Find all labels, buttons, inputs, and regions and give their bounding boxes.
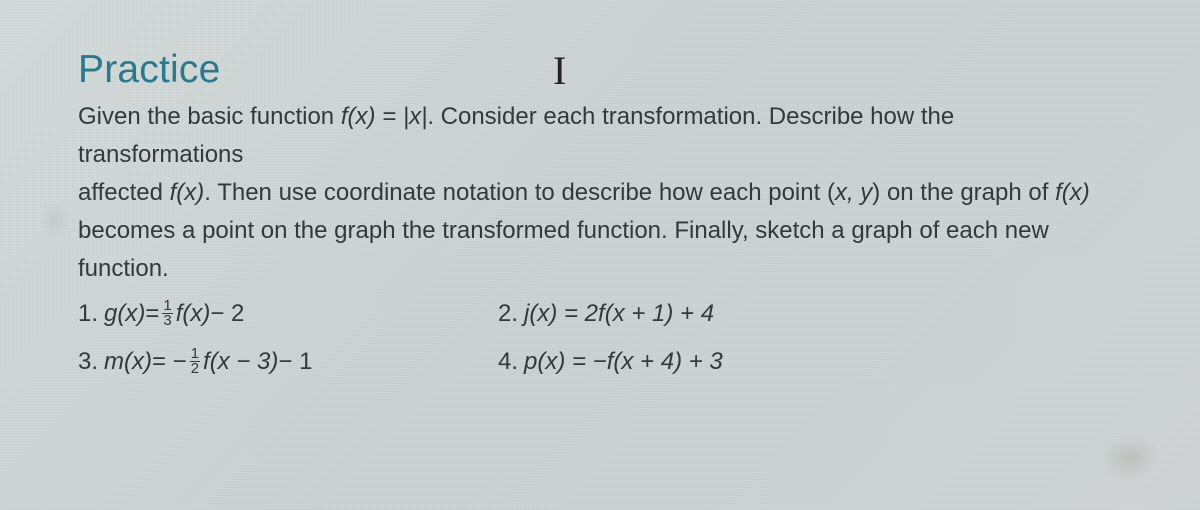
intro-fx2: f(x) [170, 179, 205, 206]
fraction: 1 2 [190, 347, 200, 376]
problem-number: 2. [498, 300, 518, 328]
intro-text: affected [78, 179, 170, 206]
intro-xy: x, y [835, 179, 872, 206]
page-content: Practice I Given the basic function f(x)… [0, 0, 1200, 384]
problem-fx: f(x) [176, 300, 211, 328]
intro-fx1: f(x) = |x| [341, 103, 427, 130]
intro-fx3: f(x) [1055, 179, 1090, 206]
problem-number: 1. [78, 300, 98, 328]
problem-1: 1. g(x) = 1 3 f(x) − 2 [78, 292, 498, 336]
problem-fx: f(x − 3) [203, 348, 278, 376]
intro-text: becomes a point on the graph the transfo… [78, 217, 1049, 282]
problem-eq: = − [152, 348, 187, 376]
problem-expr: p(x) = −f(x + 4) + 3 [524, 348, 723, 376]
problem-eq: = [145, 300, 159, 328]
page-smudge-corner [1096, 429, 1163, 487]
problem-lhs: m(x) [104, 348, 152, 376]
fraction-denominator: 3 [162, 314, 172, 328]
problem-row: 1. g(x) = 1 3 f(x) − 2 2. j(x) = 2f(x + … [78, 292, 1122, 336]
problem-row: 3. m(x) = − 1 2 f(x − 3) − 1 4. p(x) = −… [78, 340, 1122, 384]
problem-lhs: g(x) [104, 300, 145, 328]
problem-list: 1. g(x) = 1 3 f(x) − 2 2. j(x) = 2f(x + … [78, 292, 1122, 384]
problem-number: 4. [498, 348, 518, 376]
problem-tail: − 1 [278, 348, 312, 376]
fraction: 1 3 [162, 299, 172, 328]
problem-expr: j(x) = 2f(x + 1) + 4 [524, 300, 714, 328]
section-heading: Practice [78, 48, 1122, 92]
intro-text: . Then use coordinate notation to descri… [204, 179, 835, 206]
text-cursor: I [553, 47, 566, 94]
problem-tail: − 2 [210, 300, 244, 328]
problem-2: 2. j(x) = 2f(x + 1) + 4 [498, 292, 1122, 336]
fraction-denominator: 2 [190, 362, 200, 376]
problem-3: 3. m(x) = − 1 2 f(x − 3) − 1 [78, 340, 498, 384]
intro-paragraph: Given the basic function f(x) = |x|. Con… [78, 98, 1122, 288]
intro-text: ) on the graph of [872, 179, 1055, 206]
problem-4: 4. p(x) = −f(x + 4) + 3 [498, 340, 1122, 384]
intro-text: Given the basic function [78, 103, 341, 130]
problem-number: 3. [78, 348, 98, 376]
